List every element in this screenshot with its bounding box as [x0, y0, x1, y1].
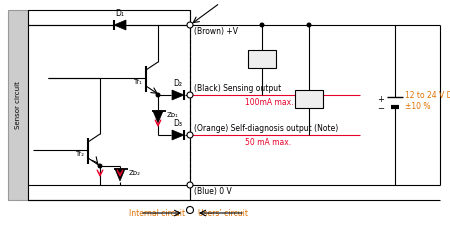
Text: D₁: D₁ [116, 9, 125, 18]
Circle shape [306, 23, 311, 28]
Text: Load: Load [299, 95, 319, 103]
Bar [8, 10, 28, 200]
Text: 50 mA max.: 50 mA max. [245, 138, 291, 147]
Text: (Brown) +V: (Brown) +V [194, 27, 238, 36]
Circle shape [156, 92, 161, 97]
Circle shape [187, 132, 193, 138]
Text: (Blue) 0 V: (Blue) 0 V [194, 187, 232, 196]
Text: Zᴅ₂: Zᴅ₂ [129, 170, 141, 176]
Text: Users’ circuit: Users’ circuit [198, 209, 248, 217]
Polygon shape [153, 111, 163, 123]
Text: Tr₂: Tr₂ [75, 151, 84, 157]
Circle shape [187, 92, 193, 98]
Text: −: − [377, 104, 384, 114]
Text: 12 to 24 V DC
±10 %: 12 to 24 V DC ±10 % [405, 91, 450, 111]
Bar [28, 10, 190, 200]
Polygon shape [172, 130, 184, 140]
Polygon shape [172, 90, 184, 100]
Text: (Orange) Self-diagnosis output (Note): (Orange) Self-diagnosis output (Note) [194, 124, 338, 133]
Text: 100mA max.: 100mA max. [245, 98, 293, 107]
Text: (Black) Sensing output: (Black) Sensing output [194, 84, 281, 93]
Text: D₂: D₂ [174, 79, 183, 88]
Circle shape [187, 182, 193, 188]
Bar [295, 90, 323, 108]
Text: Internal circuit: Internal circuit [129, 209, 185, 217]
Text: D₃: D₃ [174, 119, 183, 128]
Text: Tr₁: Tr₁ [133, 79, 142, 85]
Text: +: + [377, 95, 384, 103]
Polygon shape [114, 20, 126, 30]
Text: Sensor circuit: Sensor circuit [15, 81, 21, 129]
Circle shape [187, 22, 193, 28]
Circle shape [186, 206, 194, 214]
Text: Load: Load [252, 54, 272, 64]
Text: Zᴅ₁: Zᴅ₁ [167, 112, 179, 118]
Bar [248, 50, 276, 68]
Circle shape [98, 163, 103, 168]
Circle shape [260, 23, 265, 28]
Polygon shape [115, 169, 125, 181]
